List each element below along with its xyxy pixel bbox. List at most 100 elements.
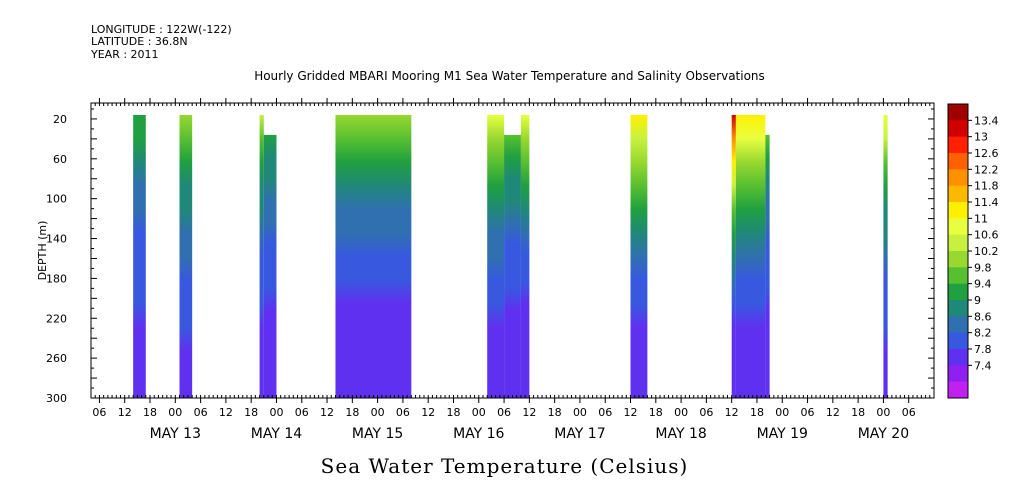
x-hour-label: 18 <box>345 406 359 419</box>
x-hour-label: 00 <box>472 406 486 419</box>
colorbar-label: 7.4 <box>974 359 992 372</box>
data-segment <box>179 114 193 398</box>
year-label: YEAR : 2011 <box>91 48 159 61</box>
y-axis: 20 60 100 140 180 220 260 300 <box>46 108 934 405</box>
data-segment <box>731 114 736 398</box>
colorbar-swatch <box>948 283 968 301</box>
x-hour-label: 12 <box>320 406 334 419</box>
x-hour-label: 12 <box>219 406 233 419</box>
x-hour-label: 06 <box>194 406 208 419</box>
x-hour-label: 18 <box>750 406 764 419</box>
colorbar-label: 12.2 <box>974 163 999 176</box>
x-hour-label: 00 <box>573 406 587 419</box>
data-segment <box>335 114 412 398</box>
x-date-label: MAY 17 <box>554 426 605 442</box>
x-hour-label: 00 <box>269 406 283 419</box>
colorbar-swatch <box>948 202 968 219</box>
colorbar-label: 13.4 <box>974 114 999 127</box>
data-segment <box>263 134 277 398</box>
x-hour-label: 00 <box>371 406 385 419</box>
x-hour-label: 06 <box>295 406 309 419</box>
x-date-label: MAY 14 <box>251 426 302 442</box>
x-hour-label: 18 <box>548 406 562 419</box>
x-hour-label: 18 <box>446 406 460 419</box>
colorbar-label: 10.2 <box>974 245 999 258</box>
x-hour-label: 12 <box>826 406 840 419</box>
colorbar-swatch <box>948 267 968 285</box>
y-tick-label: 60 <box>53 153 67 166</box>
colorbar-label: 8.6 <box>974 310 992 323</box>
colorbar-swatch <box>948 136 968 154</box>
x-date-label: MAY 18 <box>655 426 706 442</box>
colorbar-swatch <box>948 169 968 187</box>
x-axis: 06 12 18 00 06 12 18 00 06 12 18 00 06 12 18 00 06 12 18 00… <box>90 98 935 442</box>
colorbar-title: Sea Water Temperature (Celsius) <box>320 454 689 478</box>
x-hour-label: 18 <box>244 406 258 419</box>
x-hour-label: 06 <box>902 406 916 419</box>
x-date-label: MAY 19 <box>757 426 808 442</box>
y-tick-label: 20 <box>53 113 67 126</box>
x-date-label: MAY 13 <box>150 426 201 442</box>
colorbar-swatch <box>948 185 968 203</box>
colorbar-label: 9.8 <box>974 261 992 274</box>
y-axis-label: DEPTH (m) <box>36 221 49 281</box>
x-hour-label: 12 <box>725 406 739 419</box>
x-hour-label: 18 <box>649 406 663 419</box>
data-segment <box>133 114 146 398</box>
y-tick-label: 100 <box>46 193 67 206</box>
colorbar-swatch <box>948 251 968 268</box>
colorbar-label: 9 <box>974 294 981 307</box>
colorbar-swatch <box>948 300 968 317</box>
colorbar-label: 10.6 <box>974 229 999 242</box>
data-segment <box>504 134 521 398</box>
x-hour-label: 06 <box>699 406 713 419</box>
colorbar-label: 11.4 <box>974 196 999 209</box>
colorbar-label: 8.2 <box>974 327 992 340</box>
colorbar-swatch <box>948 120 968 138</box>
x-hour-label: 12 <box>522 406 536 419</box>
colorbar-swatch <box>948 104 968 121</box>
colorbar-swatch <box>948 153 968 170</box>
longitude-label: LONGITUDE : 122W(-122) <box>91 23 232 36</box>
x-hour-label: 18 <box>143 406 157 419</box>
x-hour-label: 12 <box>624 406 638 419</box>
y-tick-label: 220 <box>46 312 67 325</box>
x-hour-label: 12 <box>118 406 132 419</box>
data-segment <box>520 114 530 398</box>
x-hour-label: 06 <box>497 406 511 419</box>
colorbar-swatch <box>948 234 968 252</box>
y-tick-label: 180 <box>46 272 67 285</box>
x-hour-label: 06 <box>801 406 815 419</box>
x-date-label: MAY 15 <box>352 426 403 442</box>
x-date-label: MAY 16 <box>453 426 504 442</box>
x-hour-label: 00 <box>674 406 688 419</box>
colorbar-label: 13 <box>974 131 988 144</box>
colorbar-label: 9.4 <box>974 278 992 291</box>
data-segment <box>259 114 264 398</box>
data-segment <box>883 114 888 398</box>
y-tick-label: 300 <box>46 392 67 405</box>
x-hour-label: 12 <box>421 406 435 419</box>
colorbar-label: 12.6 <box>974 147 999 160</box>
x-hour-label: 18 <box>851 406 865 419</box>
colorbar-swatch <box>948 381 968 399</box>
colorbar-swatch <box>948 365 968 383</box>
x-hour-label: 00 <box>876 406 890 419</box>
colorbar-label: 11 <box>974 212 988 225</box>
colorbar-swatch <box>948 349 968 366</box>
colorbar-label: 7.8 <box>974 343 992 356</box>
data-segments <box>133 114 888 398</box>
x-hour-label: 00 <box>775 406 789 419</box>
colorbar-swatch <box>948 316 968 334</box>
x-hour-label: 00 <box>168 406 182 419</box>
chart-title: Hourly Gridded MBARI Mooring M1 Sea Wate… <box>254 69 765 83</box>
data-segment <box>487 114 505 398</box>
temperature-heatmap-chart: 06 12 18 00 06 12 18 00 06 12 18 00 06 12 18 00 06 12 18 00… <box>36 98 999 442</box>
data-segment <box>630 114 648 398</box>
data-segment <box>735 114 766 398</box>
x-hour-label: 06 <box>598 406 612 419</box>
colorbar-swatch <box>948 332 968 350</box>
y-tick-label: 140 <box>46 233 67 246</box>
latitude-label: LATITUDE : 36.8N <box>91 35 188 48</box>
x-hour-label: 06 <box>92 406 106 419</box>
